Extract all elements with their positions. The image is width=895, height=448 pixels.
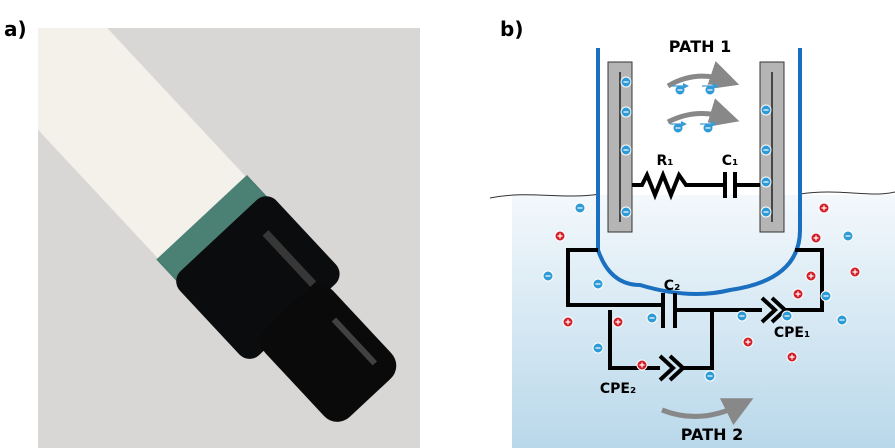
component-label: R₁	[657, 153, 674, 169]
figure: a) b) PATH 1 PAT	[0, 0, 895, 448]
component-label: C₁	[722, 153, 738, 169]
component-label: C₂	[664, 278, 680, 294]
panel-label: b)	[500, 17, 523, 41]
component-label: CPE₂	[600, 381, 636, 397]
flow-arrow	[668, 76, 725, 86]
photo	[0, 0, 420, 448]
path-label: PATH 2	[681, 425, 743, 444]
path-label: PATH 1	[669, 37, 731, 56]
component-label: CPE₁	[774, 325, 810, 341]
panel-label: a)	[4, 17, 27, 41]
flow-arrow	[668, 113, 725, 122]
